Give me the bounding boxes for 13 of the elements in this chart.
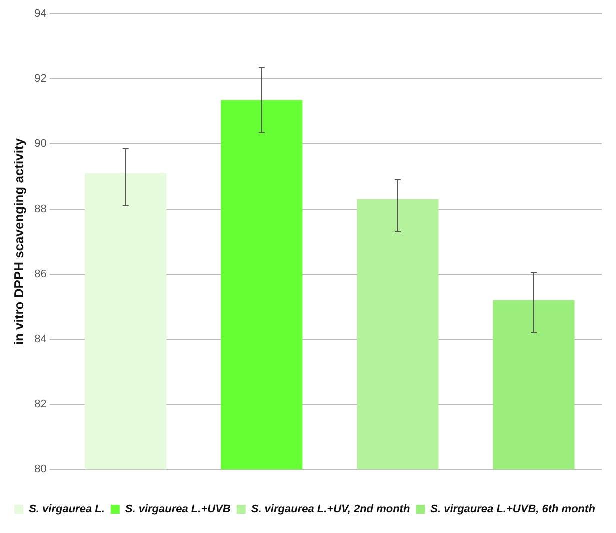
legend-label: S. virgaurea L.+UVB <box>125 504 231 516</box>
y-tick-label: 90 <box>34 138 47 150</box>
y-tick-label: 92 <box>34 73 47 86</box>
legend-label: S. virgaurea L.+UV, 2nd month <box>251 504 410 516</box>
legend-label: S. virgaurea L. <box>29 504 105 516</box>
y-tick-label: 84 <box>34 333 47 346</box>
y-tick-label: 94 <box>34 8 47 20</box>
y-tick-label: 80 <box>34 464 47 476</box>
y-tick-label: 82 <box>34 398 47 411</box>
y-tick-label: 86 <box>34 268 47 280</box>
y-tick-label: 88 <box>34 203 47 216</box>
y-axis-title: in vitro DPPH scavenging activity <box>11 138 26 346</box>
legend-label: S. virgaurea L.+UVB, 6th month <box>430 504 596 516</box>
